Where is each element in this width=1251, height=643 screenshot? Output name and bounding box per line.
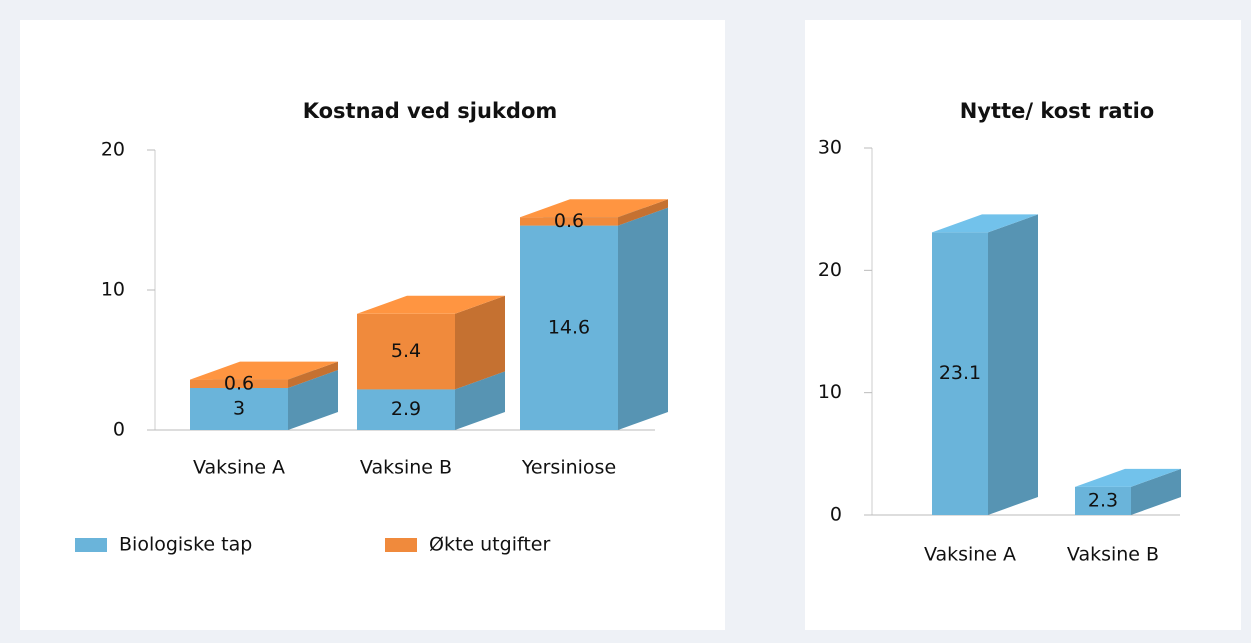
legend-swatch [75, 538, 107, 552]
bar [357, 389, 455, 430]
legend-label: Økte utgifter [429, 534, 550, 556]
y-tick-label: 30 [818, 137, 842, 159]
bar [190, 388, 288, 430]
x-tick-label: Yersiniose [521, 457, 616, 479]
bar [932, 232, 988, 515]
bar-top [520, 199, 668, 218]
x-tick-label: Vaksine B [1067, 544, 1159, 566]
value-label: 0.6 [224, 372, 254, 394]
bar-side [988, 214, 1038, 515]
bar-top [190, 361, 338, 380]
y-tick-label: 20 [818, 259, 842, 281]
x-tick-label: Vaksine A [924, 544, 1016, 566]
value-label: 0.6 [554, 210, 584, 232]
bar-side [288, 370, 338, 430]
chart-title: Nytte/ kost ratio [960, 99, 1154, 123]
bar [357, 313, 455, 390]
y-tick-label: 0 [830, 504, 842, 526]
bar [1075, 486, 1131, 515]
value-label: 3 [233, 398, 245, 420]
bar-side [455, 371, 505, 430]
value-label: 23.1 [939, 362, 981, 384]
bar-top [1075, 468, 1181, 487]
value-label: 5.4 [391, 340, 421, 362]
legend-label: Biologiske tap [119, 534, 252, 556]
bar-side [455, 295, 505, 390]
y-tick-label: 10 [101, 279, 125, 301]
y-tick-label: 0 [113, 419, 125, 441]
bar [520, 217, 618, 226]
legend-swatch [385, 538, 417, 552]
value-label: 14.6 [548, 316, 590, 338]
value-label: 2.9 [391, 398, 421, 420]
bar-side [1131, 468, 1181, 515]
bar [520, 225, 618, 430]
bar-top [932, 214, 1038, 233]
y-tick-label: 20 [101, 139, 125, 161]
bar-side [618, 199, 668, 226]
bar-side [618, 207, 668, 430]
value-label: 2.3 [1088, 489, 1118, 511]
bar-side [288, 361, 338, 388]
x-tick-label: Vaksine A [193, 457, 285, 479]
bar-top [357, 295, 505, 314]
x-tick-label: Vaksine B [360, 457, 452, 479]
chart-title: Kostnad ved sjukdom [303, 99, 558, 123]
bar [190, 379, 288, 388]
y-tick-label: 10 [818, 381, 842, 403]
